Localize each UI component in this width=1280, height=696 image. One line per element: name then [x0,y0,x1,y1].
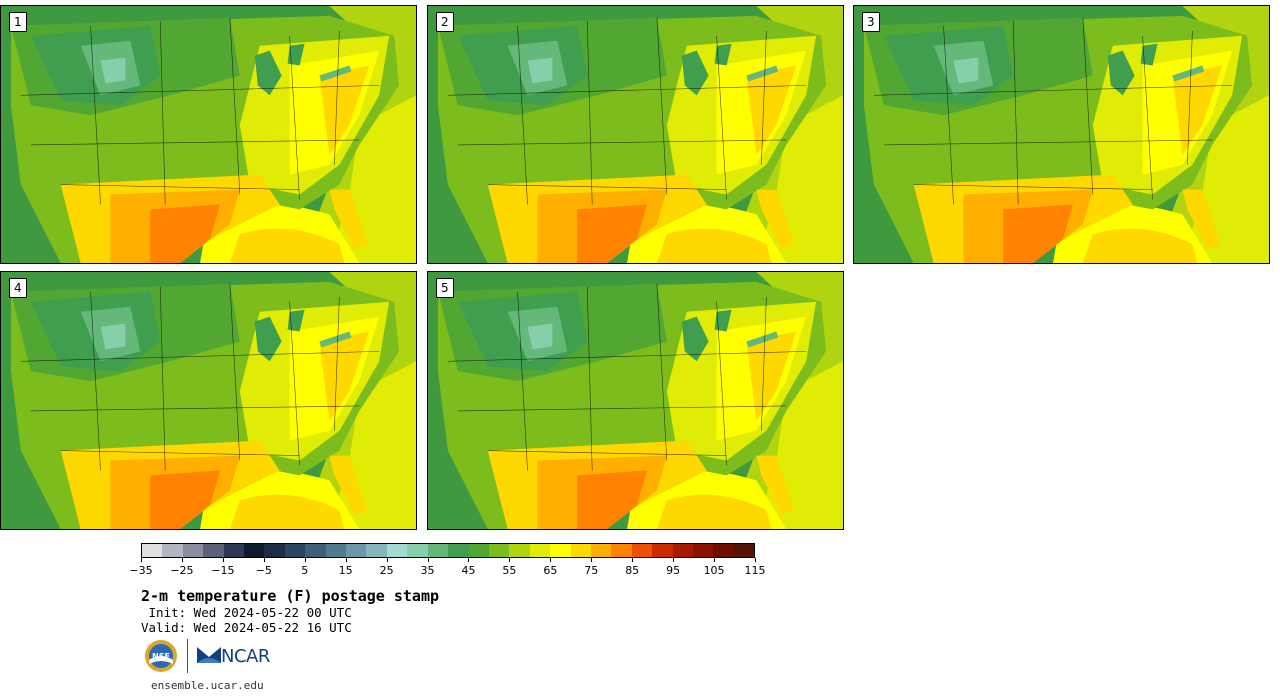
colorbar-tick-label: 65 [543,564,558,577]
colorbar-swatch [550,544,571,557]
colorbar-tick [304,558,306,562]
colorbar-swatch [590,544,612,557]
colorbar-tick-label: 95 [666,564,681,577]
colorbar-swatch [386,544,408,557]
map-panel: 2 [427,5,844,264]
colorbar-tick [222,558,224,562]
colorbar-tick [509,558,511,562]
temperature-map [1,272,416,529]
colorbar-swatch [631,544,653,557]
map-panel: 4 [0,271,417,530]
colorbar-tick [345,558,347,562]
map-panel: 5 [427,271,844,530]
colorbar-tick [632,558,634,562]
panel-number: 2 [436,12,454,32]
colorbar-swatch [346,544,367,557]
colorbar-tick-label: −35 [129,564,153,577]
colorbar-swatch [244,544,265,557]
colorbar-tick [386,558,388,562]
colorbar-tick-label: 25 [379,564,394,577]
map-panel: 1 [0,5,417,264]
colorbar-swatch [264,544,285,557]
colorbar-tick-label: 105 [703,564,725,577]
colorbar-swatch [611,544,632,557]
colorbar-tick [673,558,675,562]
colorbar-tick [550,558,552,562]
colorbar-swatch [203,544,224,557]
ncar-logo-text: NCAR [221,646,270,667]
temperature-map [428,6,843,263]
colorbar-tick [427,558,429,562]
colorbar-tick [181,558,183,562]
init-time: Init: Wed 2024-05-22 00 UTC [141,605,352,620]
colorbar-swatch [448,544,469,557]
colorbar-tick-label: 75 [584,564,599,577]
colorbar-tick [714,558,716,562]
nsf-logo-icon: NSF [145,640,177,672]
colorbar-swatch [468,544,489,557]
colorbar-tick-label: 45 [461,564,476,577]
colorbar [141,543,755,558]
colorbar-swatch [509,544,530,557]
colorbar-tick [591,558,593,562]
colorbar-swatch [284,544,306,557]
colorbar-tick-label: −15 [211,564,235,577]
colorbar-swatch [692,544,714,557]
colorbar-swatch [407,544,428,557]
panel-number: 4 [9,278,27,298]
logo-divider [187,639,188,673]
colorbar-swatch [182,544,204,557]
colorbar-swatch [223,544,245,557]
map-panel: 3 [853,5,1270,264]
colorbar-tick [263,558,265,562]
colorbar-swatch [427,544,449,557]
colorbar-swatch [325,544,347,557]
nsf-logo-text: NSF [152,652,170,661]
colorbar-tick-label: 35 [420,564,435,577]
temperature-map [854,6,1269,263]
panel-number: 1 [9,12,27,32]
site-url: ensemble.ucar.edu [151,679,264,692]
temperature-map [428,272,843,529]
colorbar-swatch [488,544,510,557]
colorbar-swatch [570,544,591,557]
panel-number: 3 [862,12,880,32]
colorbar-swatch [672,544,693,557]
colorbar-swatch [162,544,183,557]
colorbar-swatch [652,544,673,557]
temperature-map [1,6,416,263]
colorbar-swatch [366,544,387,557]
valid-time: Valid: Wed 2024-05-22 16 UTC [141,620,352,635]
colorbar-tick-label: 85 [625,564,640,577]
colorbar-swatch [733,544,755,557]
colorbar-ticks: −35 −25 −15 −5 5 15 25 35 45 55 65 75 85 95 105 115 [129,558,766,578]
colorbar-tick [468,558,470,562]
colorbar-tick [141,558,142,562]
colorbar-swatch [142,544,163,557]
colorbar-tick-label: 115 [744,564,766,577]
panel-number: 5 [436,278,454,298]
colorbar-tick-label: 55 [502,564,517,577]
figure-title: 2-m temperature (F) postage stamp [141,587,440,605]
colorbar-tick [755,558,756,562]
colorbar-tick-label: −5 [255,564,272,577]
colorbar-tick-label: 15 [338,564,353,577]
ncar-mark-icon [197,647,221,663]
logo-group: NSF NCAR [143,638,283,674]
colorbar-tick-label: −25 [170,564,194,577]
colorbar-swatch [529,544,551,557]
colorbar-swatch [305,544,326,557]
colorbar-tick-label: 5 [301,564,309,577]
colorbar-swatch [713,544,734,557]
